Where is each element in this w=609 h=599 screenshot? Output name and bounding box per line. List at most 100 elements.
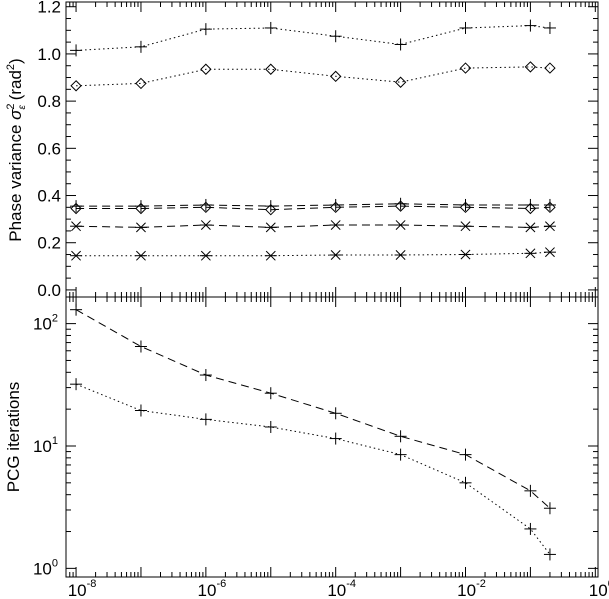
top-series-3-line	[76, 205, 550, 211]
bottom-series-1-point	[70, 303, 83, 316]
top-series-1-point	[134, 40, 147, 53]
top-plot-frame	[65, 1, 599, 298]
phase-variance-panel: 0.0 0.2 0.4 0.6 0.8 1.0 1.2 Phase variance σ2ε …	[5, 0, 599, 300]
top-series-3-point	[70, 202, 82, 215]
x-tick-label: 10-2	[457, 578, 486, 599]
bottom-series-1-point	[134, 340, 147, 353]
bottom-series-1-point	[459, 448, 472, 461]
bottom-series-2-point	[70, 378, 83, 391]
top-series-2-point	[524, 61, 537, 73]
top-series-2-point	[394, 76, 407, 88]
top-series-2-point	[544, 62, 556, 74]
top-series-3-point	[200, 201, 212, 214]
top-series-6-point	[134, 250, 147, 261]
bottom-series-2-point	[394, 448, 407, 461]
top-series-3-point	[459, 201, 472, 214]
top-series-5-point	[70, 221, 83, 232]
bottom-series-1-point	[199, 369, 212, 382]
top-series-4-point	[329, 198, 342, 211]
top-series-3-point	[544, 201, 556, 214]
top-series-4-point	[70, 200, 83, 213]
bottom-series-2-point	[264, 420, 277, 433]
top-y-tick-label: 0.2	[37, 234, 61, 253]
top-series-1-line	[76, 25, 550, 51]
top-series-2-point	[265, 63, 277, 75]
top-series-1-point	[199, 23, 212, 36]
bottom-plot-frame	[65, 296, 599, 578]
bottom-y-tick-label: 100	[33, 557, 58, 578]
bottom-series-1-point	[264, 387, 277, 400]
bottom-series-2-point	[543, 548, 556, 561]
top-series-3-point	[265, 203, 277, 216]
top-series-4-point	[524, 198, 537, 211]
top-series-6-point	[459, 249, 472, 260]
top-series-6-line	[76, 251, 550, 257]
top-series-2-point	[200, 63, 212, 75]
bottom-series-2-point	[329, 432, 342, 445]
top-series-4-point	[264, 200, 277, 213]
top-series-5-point	[264, 222, 277, 233]
bottom-y-axis-title: PCG iterations	[4, 382, 23, 493]
top-series-2-point	[459, 62, 472, 74]
top-y-tick-label: 0.0	[37, 281, 61, 300]
bottom-series-1-point	[524, 484, 537, 497]
bottom-series-2-point	[524, 522, 537, 535]
bottom-series-1-point	[394, 430, 407, 443]
top-series-3-point	[394, 200, 407, 212]
top-series-6-point	[329, 250, 342, 260]
top-series-1-point	[394, 38, 407, 51]
top-series-1-point	[264, 21, 277, 34]
top-series-2-point	[329, 70, 342, 83]
bottom-series-1-point	[329, 407, 342, 420]
top-series-6-point	[264, 250, 277, 261]
top-series-6-point	[543, 247, 556, 258]
top-series-4-point	[543, 198, 556, 211]
top-series-1-point	[329, 30, 342, 43]
top-series-1-point	[459, 21, 472, 34]
bottom-series-2-point	[134, 404, 147, 417]
top-series-5-point	[459, 221, 472, 232]
top-series-3-point	[135, 202, 147, 215]
top-series-1-point	[543, 21, 556, 34]
top-series-2-line	[76, 66, 550, 87]
top-y-axis-title: Phase variance σ2ε (rad2)	[5, 58, 28, 241]
top-series-6-point	[394, 250, 407, 260]
bottom-series-2-point	[199, 413, 212, 426]
top-series-4-line	[76, 203, 550, 207]
top-y-tick-label: 1.0	[37, 45, 61, 64]
bottom-series-2-point	[459, 476, 472, 489]
top-series-5-point	[199, 220, 212, 230]
x-tick-label: 100	[589, 578, 609, 599]
top-series-4-point	[199, 198, 212, 211]
top-series-5-line	[76, 224, 550, 228]
top-series-2-point	[70, 80, 82, 92]
pcg-iterations-panel: 100 101 102 PCG iterations	[4, 296, 599, 578]
top-series-2-point	[135, 77, 147, 90]
top-series-6-point	[199, 250, 212, 261]
top-y-tick-label: 0.4	[37, 187, 61, 206]
top-series-6-point	[70, 250, 83, 261]
top-y-tick-label: 1.2	[37, 0, 61, 17]
top-series-3-point	[329, 201, 342, 214]
bottom-series-2-line	[75, 383, 551, 555]
bottom-series-1-point	[543, 502, 556, 515]
x-axis-tick-labels: 10-8 10-6 10-4 10-2 100	[68, 578, 609, 599]
bottom-series-1-line	[75, 309, 551, 509]
top-series-5-point	[329, 220, 342, 230]
top-series-4-point	[394, 197, 407, 210]
x-tick-label: 10-4	[327, 578, 356, 599]
top-series-3-point	[524, 202, 537, 215]
top-series-4-point	[134, 200, 147, 213]
x-tick-label: 10-8	[68, 578, 97, 599]
top-y-tick-label: 0.6	[37, 139, 61, 158]
top-series-1-point	[70, 44, 83, 57]
top-series-4-point	[459, 198, 472, 211]
top-series-5-point	[524, 222, 537, 233]
top-series-6-point	[524, 248, 537, 259]
bottom-y-tick-label: 101	[33, 435, 58, 456]
top-series-5-point	[543, 221, 556, 232]
bottom-y-tick-label: 102	[33, 313, 58, 334]
x-tick-label: 10-6	[198, 578, 227, 599]
top-y-tick-label: 0.8	[37, 92, 61, 111]
